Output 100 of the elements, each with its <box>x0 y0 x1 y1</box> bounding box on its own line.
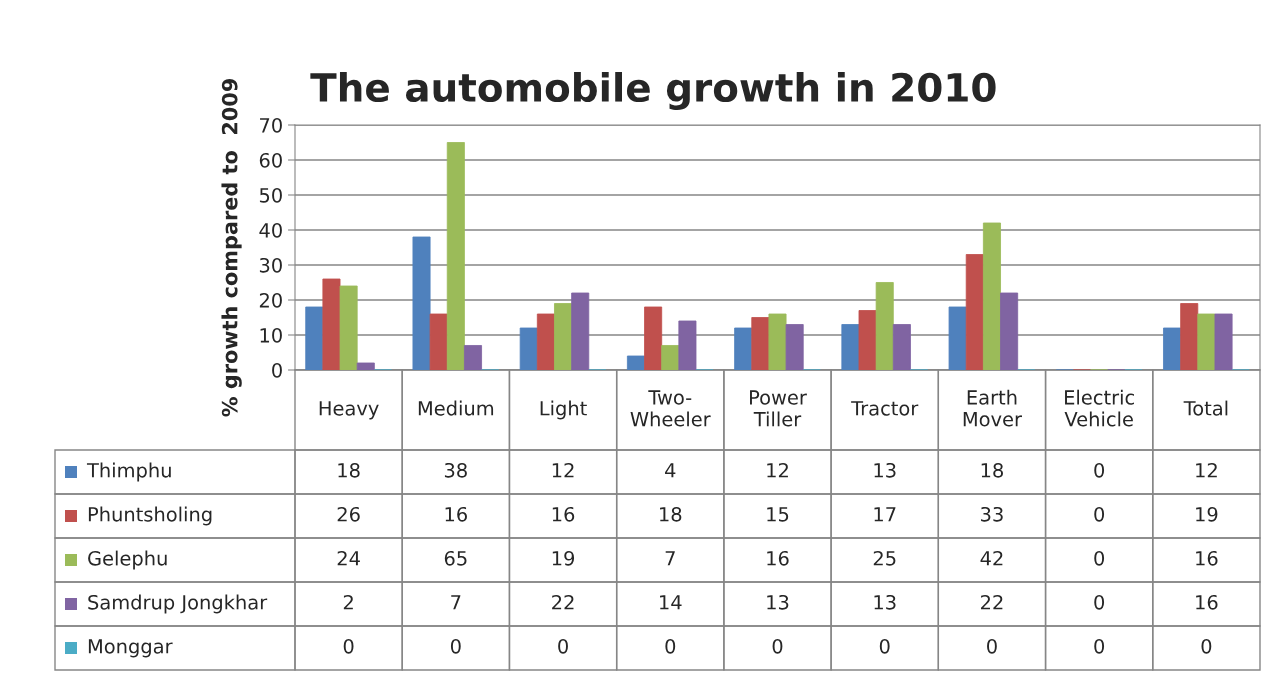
bar <box>751 317 770 370</box>
data-label: 42 <box>980 550 1003 566</box>
data-label: 13 <box>874 594 896 610</box>
data-label: 26 <box>337 506 360 522</box>
x-tick-label: Tractor <box>851 401 919 416</box>
data-label: 0 <box>879 638 890 654</box>
data-label: 33 <box>981 506 1003 522</box>
bar <box>785 324 804 370</box>
bar <box>322 278 341 370</box>
bar <box>734 327 753 370</box>
x-tick-label: Medium <box>418 400 494 416</box>
bar <box>463 345 482 370</box>
data-label: 16 <box>445 506 467 522</box>
y-tick-label: 30 <box>259 257 282 273</box>
data-label: 24 <box>337 550 360 566</box>
bar <box>412 236 431 370</box>
data-label: 12 <box>767 462 788 478</box>
bar <box>661 345 680 370</box>
data-label: 13 <box>874 462 896 478</box>
data-label: 38 <box>444 462 467 478</box>
data-label: 12 <box>1196 462 1217 478</box>
bar <box>429 313 448 370</box>
y-tick-label: 10 <box>260 327 282 343</box>
data-label: 18 <box>660 506 682 522</box>
bar <box>446 142 465 370</box>
bar <box>1180 303 1199 370</box>
legend-label: Thimphu <box>86 462 171 482</box>
data-label: 16 <box>1196 550 1218 566</box>
data-label: 0 <box>1094 638 1105 654</box>
data-label: 2 <box>343 594 353 610</box>
data-label: 0 <box>1201 638 1212 654</box>
bar <box>858 310 877 370</box>
x-tick-label: Electric Vehicle <box>1064 389 1134 427</box>
data-label: 17 <box>874 507 896 522</box>
data-label: 25 <box>873 550 896 566</box>
data-label: 14 <box>660 595 682 610</box>
bar <box>768 313 787 370</box>
data-label: 22 <box>981 594 1003 610</box>
data-label: 0 <box>343 638 354 654</box>
data-label: 0 <box>1094 462 1105 478</box>
bar <box>644 306 663 370</box>
data-label: 22 <box>552 594 574 610</box>
bar <box>1197 313 1216 370</box>
data-label: 16 <box>1196 594 1218 610</box>
bar <box>356 362 375 370</box>
x-tick-label: Heavy <box>319 401 379 420</box>
data-label: 15 <box>767 507 789 522</box>
data-label: 12 <box>552 462 574 478</box>
y-tick-label: 50 <box>259 187 282 203</box>
legend-label: Phuntsholing <box>88 506 212 526</box>
chart-title: The automobile growth in 2010 <box>310 72 996 110</box>
data-label: 0 <box>1094 506 1105 522</box>
x-tick-label: Light <box>540 400 587 420</box>
bar <box>1214 313 1233 370</box>
data-label: 16 <box>767 550 789 566</box>
data-label: 0 <box>665 638 676 654</box>
bar <box>841 324 860 370</box>
y-tick-label: 0 <box>272 362 282 378</box>
y-tick-label: 70 <box>260 117 282 133</box>
bar <box>1000 292 1019 370</box>
data-label: 19 <box>1196 506 1218 522</box>
data-label: 4 <box>665 463 676 478</box>
data-label: 0 <box>450 638 461 654</box>
data-label: 7 <box>451 595 461 610</box>
data-label: 13 <box>767 594 789 610</box>
data-label: 18 <box>338 462 360 478</box>
data-label: 65 <box>444 550 467 566</box>
bar <box>875 282 894 370</box>
data-label: 16 <box>552 506 575 522</box>
bar <box>571 292 590 370</box>
bar <box>626 355 645 370</box>
data-label: 0 <box>1094 550 1105 566</box>
bar <box>519 327 538 370</box>
x-tick-label: Earth Mover <box>963 389 1023 427</box>
data-label: 0 <box>558 638 568 654</box>
legend-label: Samdrup Jongkhar <box>88 594 268 614</box>
bar <box>892 324 911 370</box>
data-label: 0 <box>772 638 783 654</box>
y-axis-title: % growth compared to 2009 <box>221 79 242 417</box>
data-label: 7 <box>665 551 675 566</box>
bar <box>982 222 1001 370</box>
bar <box>305 306 324 370</box>
x-tick-label: Power Tiller <box>750 390 807 427</box>
bar <box>536 313 555 370</box>
bar <box>1163 327 1182 370</box>
bar <box>678 320 697 370</box>
y-tick-label: 60 <box>259 152 282 168</box>
y-tick-label: 40 <box>259 222 282 238</box>
data-label: 0 <box>987 638 997 654</box>
legend-label: Monggar <box>88 639 173 658</box>
y-tick-label: 20 <box>259 292 282 308</box>
legend-label: Gelephu <box>88 550 167 570</box>
x-tick-label: Two-Wheeler <box>630 390 711 427</box>
x-tick-label: Total <box>1183 400 1228 416</box>
bar <box>965 254 984 370</box>
data-label: 18 <box>981 462 1003 478</box>
bar <box>948 306 967 370</box>
data-label: 19 <box>552 550 575 566</box>
bar <box>554 303 573 370</box>
data-label: 0 <box>1094 594 1105 610</box>
